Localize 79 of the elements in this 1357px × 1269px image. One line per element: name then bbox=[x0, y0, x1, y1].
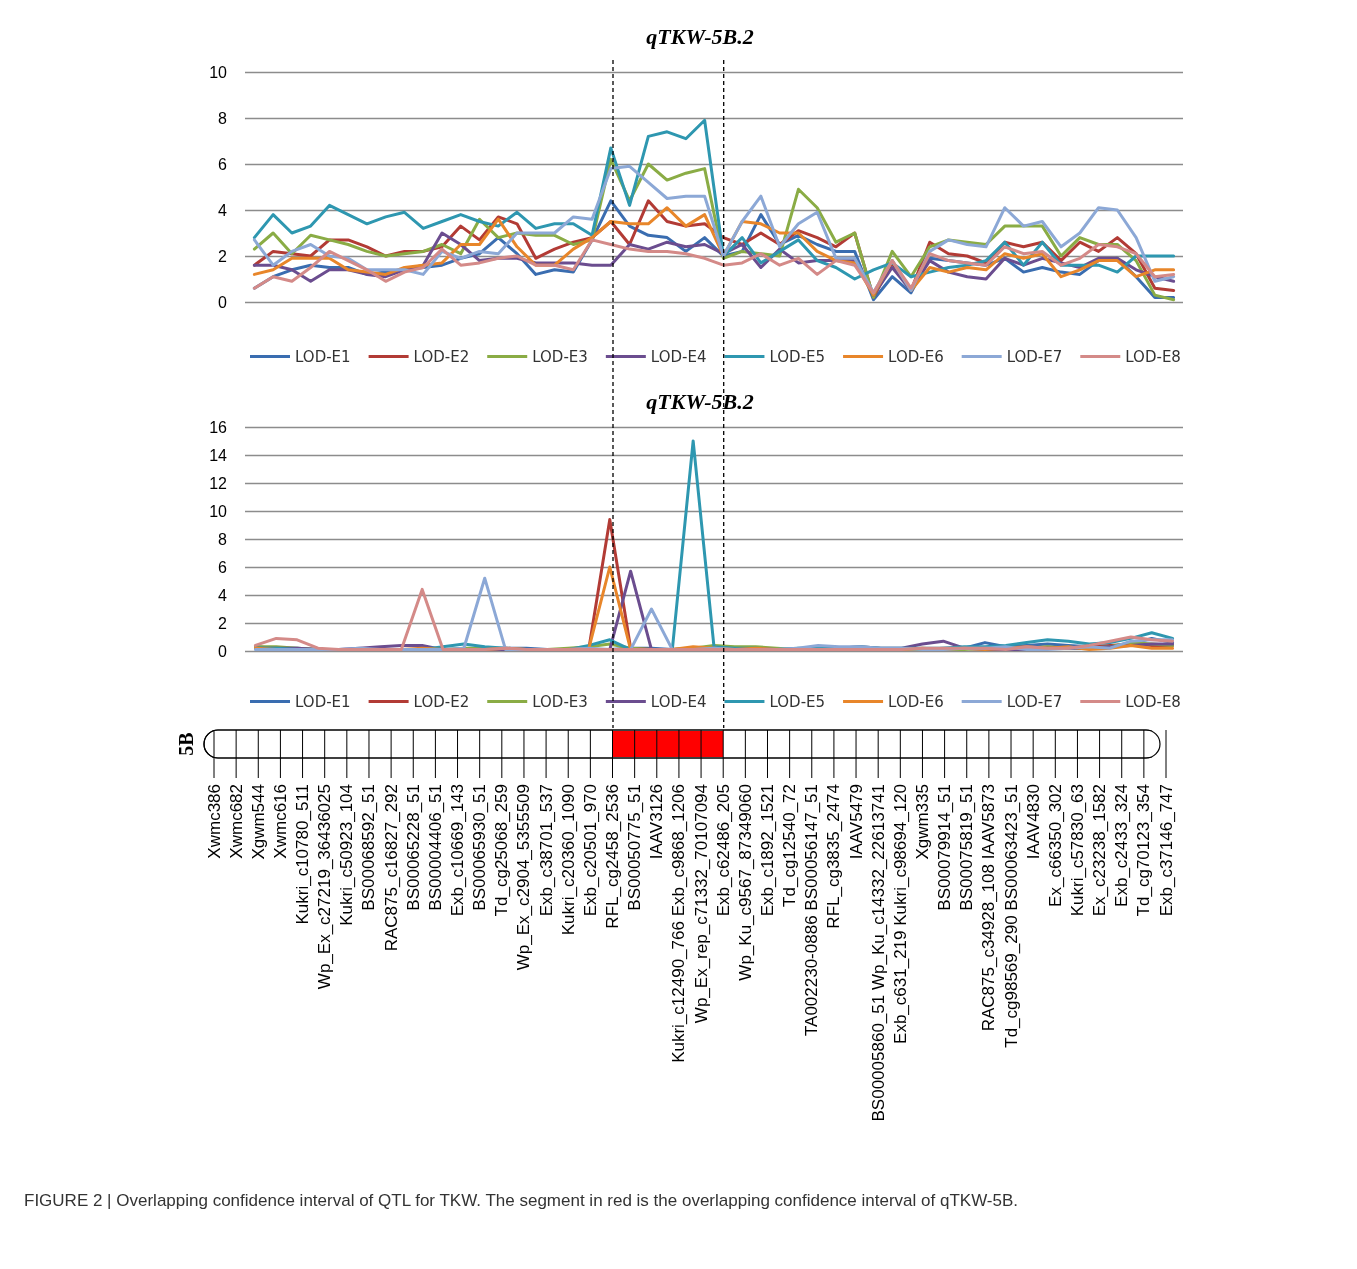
category-label: Exb_c38701_537 bbox=[536, 784, 556, 917]
category-label: Xgwm335 bbox=[912, 784, 932, 860]
y-tick-label: 0 bbox=[218, 293, 228, 311]
category-label: IAAV4830 bbox=[1023, 784, 1043, 860]
y-tick-label: 16 bbox=[209, 418, 228, 436]
legend-label: LOD-E3 bbox=[532, 347, 588, 366]
category-label: BS00079914_51 bbox=[935, 784, 955, 911]
legend-label: LOD-E5 bbox=[769, 692, 826, 711]
category-label: Ex_c66350_302 bbox=[1045, 784, 1065, 907]
category-label: TA002230-0886 BS00056147_51 bbox=[802, 784, 822, 1037]
category-label: IAAV3126 bbox=[647, 784, 667, 860]
legend-label: LOD-E1 bbox=[295, 347, 351, 366]
y-tick-label: 14 bbox=[209, 446, 228, 464]
legend-label: LOD-E4 bbox=[650, 347, 707, 366]
category-label: Exb_c37146_747 bbox=[1156, 784, 1176, 917]
category-label: RFL_cg3835_2474 bbox=[824, 784, 844, 929]
legend-label: LOD-E4 bbox=[650, 692, 707, 711]
category-label: IAAV5479 bbox=[846, 784, 866, 860]
legend-label: LOD-E2 bbox=[413, 347, 470, 366]
legend-label: LOD-E1 bbox=[295, 692, 351, 711]
category-label: RFL_cg2458_2536 bbox=[603, 784, 623, 929]
legend-label: LOD-E3 bbox=[532, 692, 588, 711]
category-label: RAC875_c16827_292 bbox=[381, 784, 401, 952]
legend-label: LOD-E5 bbox=[769, 347, 826, 366]
category-label: Xwmc386 bbox=[204, 784, 224, 859]
category-label: Kukri_c50923_104 bbox=[337, 784, 357, 926]
y-tick-label: 10 bbox=[209, 502, 228, 520]
category-label: Xgwm544 bbox=[248, 784, 268, 860]
caption: FIGURE 2 | Overlapping confidence interval of QTL for TKW. The segment in red is the overlapping confidence interval of qTKW-5B. bbox=[24, 1190, 1020, 1212]
y-tick-label: 2 bbox=[218, 614, 228, 632]
y-tick-label: 8 bbox=[218, 109, 228, 127]
category-label: Kukri_c20360_1090 bbox=[558, 784, 578, 936]
category-label: Wp_Ex_c27219_36436025 bbox=[315, 784, 335, 990]
category-label: Td_cg12540_72 bbox=[780, 784, 800, 907]
category-label: Exb_c62486_205 bbox=[713, 784, 733, 917]
y-tick-label: 6 bbox=[218, 558, 228, 576]
category-label: Xwmc682 bbox=[226, 784, 246, 859]
category-label: Xwmc616 bbox=[270, 784, 290, 859]
category-label: BS00065228_51 bbox=[403, 784, 423, 911]
category-label: Td_cg25068_259 bbox=[492, 784, 512, 917]
category-label: BS00004406_51 bbox=[425, 784, 445, 911]
legend-label: LOD-E6 bbox=[888, 347, 944, 366]
category-label: Ex_c23238_1582 bbox=[1090, 784, 1110, 917]
y-tick-label: 4 bbox=[218, 201, 228, 219]
y-tick-label: 6 bbox=[218, 155, 228, 173]
legend-label: LOD-E6 bbox=[888, 692, 944, 711]
category-label: Wp_Ex_rep_c71332_70107094 bbox=[691, 784, 711, 1024]
category-label: Exb_c631_219 Kukri_c98694_120 bbox=[890, 784, 910, 1044]
category-label: Td_cg98569_290 BS00063423_51 bbox=[1001, 784, 1021, 1048]
category-label: Exb_c10669_143 bbox=[448, 784, 468, 917]
category-label: RAC875_c34928_108 IAAV5873 bbox=[979, 784, 999, 1032]
legend-label: LOD-E7 bbox=[1006, 347, 1063, 366]
category-label: BS00005860_51 Wp_Ku_c14332_22613741 bbox=[868, 784, 888, 1122]
chart-title: qTKW-5B.2 bbox=[646, 23, 754, 49]
category-label: BS00050775_51 bbox=[625, 784, 645, 911]
category-label: BS00075819_51 bbox=[957, 784, 977, 911]
category-label: BS00065930_51 bbox=[470, 784, 490, 911]
category-label: Wp_Ex_c2904_5355509 bbox=[514, 784, 534, 971]
y-tick-label: 0 bbox=[218, 642, 228, 660]
legend-label: LOD-E7 bbox=[1006, 692, 1063, 711]
y-tick-label: 8 bbox=[218, 530, 228, 548]
y-tick-label: 10 bbox=[209, 63, 228, 81]
category-label: Kukri_c10780_511 bbox=[293, 784, 313, 925]
text: 5B bbox=[175, 732, 197, 756]
y-tick-label: 4 bbox=[218, 586, 228, 604]
category-label: Kukri_c12490_766 Exb_c9868_1206 bbox=[669, 784, 689, 1063]
category-label: Exb_c20501_970 bbox=[580, 784, 600, 917]
y-tick-label: 2 bbox=[218, 247, 228, 265]
category-label: Td_cg70123_354 bbox=[1134, 784, 1154, 917]
legend-label: LOD-E8 bbox=[1125, 692, 1181, 711]
chart-title: qTKW-5B.2 bbox=[646, 388, 754, 414]
legend-label: LOD-E2 bbox=[413, 692, 470, 711]
category-label: BS00068592_51 bbox=[359, 784, 379, 911]
y-tick-label: 12 bbox=[209, 474, 228, 492]
category-label: Wp_Ku_c9567_87349060 bbox=[735, 784, 755, 981]
category-label: Exb_c1892_1521 bbox=[757, 784, 777, 917]
category-label: Exb_c2433_324 bbox=[1112, 784, 1132, 907]
category-label: Kukri_c57830_63 bbox=[1067, 784, 1087, 917]
legend-label: LOD-E8 bbox=[1125, 347, 1181, 366]
